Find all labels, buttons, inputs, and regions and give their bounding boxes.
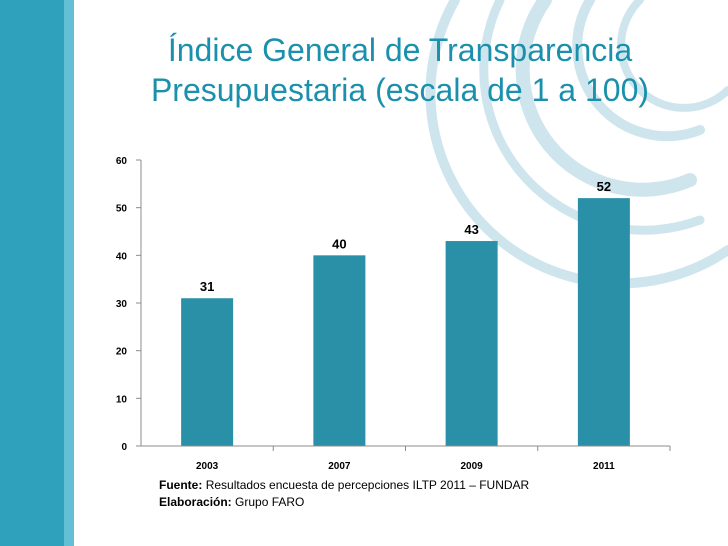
author-text: Grupo FARO — [235, 495, 305, 509]
bar-value-label: 31 — [200, 279, 214, 294]
deco-arc — [479, 0, 705, 235]
x-tick-label: 2007 — [328, 461, 351, 472]
x-tick-label: 2003 — [196, 461, 219, 472]
left-decorative-band — [0, 0, 74, 546]
source-label: Fuente: — [159, 478, 203, 492]
y-tick-label: 20 — [116, 347, 128, 358]
y-tick-label: 50 — [116, 204, 128, 215]
bar-2011 — [577, 198, 630, 446]
slide-title: Índice General de Transparencia Presupue… — [120, 30, 680, 110]
left-band-light — [64, 0, 74, 546]
bar-value-label: 43 — [464, 222, 478, 237]
deco-arc — [572, 0, 705, 142]
source-text: Resultados encuesta de percepciones ILTP… — [205, 478, 530, 492]
chart-footer: Fuente: Resultados encuesta de percepcio… — [159, 477, 529, 511]
bar-2003 — [181, 298, 234, 446]
x-tick-label: 2011 — [593, 461, 615, 472]
deco-arc — [425, 0, 728, 289]
bar-value-label: 52 — [597, 179, 611, 194]
title-line-2: Presupuestaria (escala de 1 a 100) — [150, 72, 650, 108]
deco-arc — [617, 0, 728, 112]
y-tick-label: 10 — [116, 394, 128, 405]
y-tick-label: 40 — [116, 251, 128, 262]
deco-arc — [515, 0, 697, 197]
x-tick-label: 2009 — [461, 461, 484, 472]
bar-2009 — [445, 241, 498, 446]
y-tick-label: 0 — [121, 442, 127, 453]
bar-value-label: 40 — [332, 236, 346, 251]
left-band-dark — [0, 0, 64, 546]
y-tick-label: 60 — [116, 156, 128, 167]
source-line: Fuente: Resultados encuesta de percepcio… — [159, 477, 529, 494]
author-line: Elaboración: Grupo FARO — [159, 494, 529, 511]
author-label: Elaboración: — [159, 495, 232, 509]
bar-2007 — [313, 255, 366, 446]
y-tick-label: 30 — [116, 299, 128, 310]
title-line-1: Índice General de Transparencia — [167, 32, 633, 68]
